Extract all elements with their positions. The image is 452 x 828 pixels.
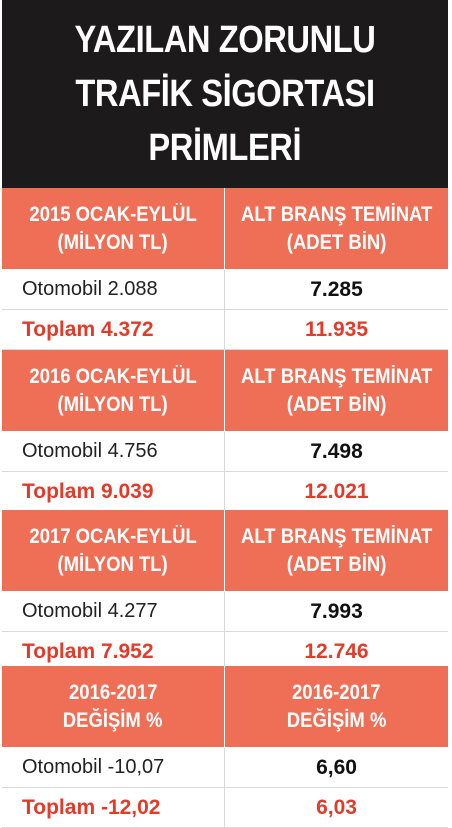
section-change-otomobil-row: Otomobil -10,07 6,60 <box>2 748 448 788</box>
otomobil-count: 7.993 <box>310 599 363 623</box>
toplam-change-premium: Toplam -12,02 <box>2 788 225 827</box>
header-period-cell: 2017 OCAK-EYLÜL (MİLYON TL) <box>2 510 225 591</box>
section-2015-header: 2015 OCAK-EYLÜL (MİLYON TL) ALT BRANŞ TE… <box>2 188 448 270</box>
header-branch-line-1: ALT BRANŞ TEMİNAT <box>240 202 433 226</box>
header-period-line-1: 2015 OCAK-EYLÜL <box>29 202 197 226</box>
section-2015-otomobil-row: Otomobil 2.088 7.285 <box>2 270 448 310</box>
header-branch-line-1: ALT BRANŞ TEMİNAT <box>240 524 433 548</box>
toplam-count: 11.935 <box>304 317 369 341</box>
toplam-count: 12.746 <box>304 639 369 663</box>
title-line-2: TRAFİK SİGORTASI <box>75 73 375 115</box>
toplam-change-count: 6,03 <box>316 795 357 819</box>
header-branch-line-1: ALT BRANŞ TEMİNAT <box>240 364 433 388</box>
header-period-line-2: (MİLYON TL) <box>57 230 169 254</box>
header-period-cell: 2016 OCAK-EYLÜL (MİLYON TL) <box>2 350 225 431</box>
toplam-count: 12.021 <box>304 479 369 503</box>
header-period-line-2: (MİLYON TL) <box>57 392 169 416</box>
section-change-header: 2016-2017 DEĞİŞİM % 2016-2017 DEĞİŞİM % <box>2 666 448 748</box>
header-branch-line-2: (ADET BİN) <box>286 230 387 254</box>
header-period-line-1: 2016 OCAK-EYLÜL <box>29 364 197 388</box>
toplam-premium: Toplam 4.372 <box>2 310 225 349</box>
otomobil-premium: Otomobil 4.277 <box>2 592 225 631</box>
title-line-3: PRİMLERİ <box>148 127 302 169</box>
title-line-1: YAZILAN ZORUNLU <box>74 19 376 61</box>
header-change-right-line-1: 2016-2017 <box>292 680 381 704</box>
infographic-title: YAZILAN ZORUNLU TRAFİK SİGORTASI PRİMLER… <box>2 0 448 188</box>
otomobil-change-count: 6,60 <box>316 755 357 779</box>
section-2017-header: 2017 OCAK-EYLÜL (MİLYON TL) ALT BRANŞ TE… <box>2 510 448 592</box>
header-branch-line-2: (ADET BİN) <box>286 392 387 416</box>
section-2015-toplam-row: Toplam 4.372 11.935 <box>2 310 448 350</box>
section-2017-toplam-row: Toplam 7.952 12.746 <box>2 632 448 672</box>
header-branch-cell: ALT BRANŞ TEMİNAT (ADET BİN) <box>225 350 448 431</box>
header-branch-cell: ALT BRANŞ TEMİNAT (ADET BİN) <box>225 510 448 591</box>
header-change-left-line-1: 2016-2017 <box>68 680 158 704</box>
header-branch-line-2: (ADET BİN) <box>286 552 387 576</box>
otomobil-count: 7.285 <box>310 277 363 301</box>
toplam-premium: Toplam 7.952 <box>2 632 225 671</box>
otomobil-change-premium: Otomobil -10,07 <box>2 748 225 787</box>
section-2017-otomobil-row: Otomobil 4.277 7.993 <box>2 592 448 632</box>
header-period-line-2: (MİLYON TL) <box>57 552 169 576</box>
header-change-right-cell: 2016-2017 DEĞİŞİM % <box>225 666 448 747</box>
section-change-toplam-row: Toplam -12,02 6,03 <box>2 788 448 828</box>
header-change-left-line-2: DEĞİŞİM % <box>63 708 163 732</box>
section-2016-toplam-row: Toplam 9.039 12.021 <box>2 472 448 512</box>
header-change-left-cell: 2016-2017 DEĞİŞİM % <box>2 666 225 747</box>
header-change-right-line-2: DEĞİŞİM % <box>286 708 387 732</box>
section-2016-header: 2016 OCAK-EYLÜL (MİLYON TL) ALT BRANŞ TE… <box>2 350 448 432</box>
toplam-premium: Toplam 9.039 <box>2 472 225 511</box>
header-branch-cell: ALT BRANŞ TEMİNAT (ADET BİN) <box>225 188 448 269</box>
header-period-line-1: 2017 OCAK-EYLÜL <box>29 524 197 548</box>
header-period-cell: 2015 OCAK-EYLÜL (MİLYON TL) <box>2 188 225 269</box>
otomobil-premium: Otomobil 2.088 <box>2 270 225 309</box>
otomobil-count: 7.498 <box>310 439 363 463</box>
otomobil-premium: Otomobil 4.756 <box>2 432 225 471</box>
section-2016-otomobil-row: Otomobil 4.756 7.498 <box>2 432 448 472</box>
